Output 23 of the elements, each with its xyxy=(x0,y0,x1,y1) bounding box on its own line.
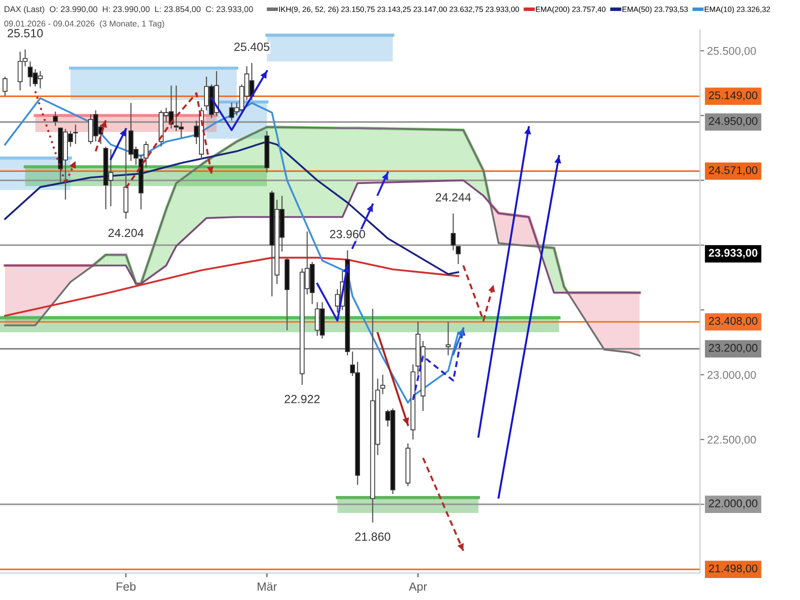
ref-line-label: 23.200,00 xyxy=(708,344,758,354)
x-tick-label: Apr xyxy=(408,582,427,594)
ref-line-label: 23.408,00 xyxy=(708,316,758,326)
ref-line-label: 21.498,00 xyxy=(708,564,758,574)
chart-subtitle: 09.01.2026 - 09.04.2026 (3 Monate, 1 Tag) xyxy=(4,20,164,28)
chart-title: DAX (Last) O: 23.990,00 H: 23.990,00 L: 23.854,00 C: 23.933,00 xyxy=(4,6,253,14)
y-tick-label: 25.500,00 xyxy=(708,47,756,56)
annotation: 22.922 xyxy=(284,394,320,404)
text: 23.933,00 xyxy=(708,248,758,258)
x-tick-label: Mär xyxy=(258,582,277,591)
ref-line-label: 24.571,00 xyxy=(708,166,758,176)
x-tick-label: Feb xyxy=(116,582,136,591)
ref-line-label: 24.950,00 xyxy=(708,117,758,126)
ref-line-label: 22.000,00 xyxy=(708,499,758,509)
annotation: 25.405 xyxy=(234,42,270,51)
annotation: 25.510 xyxy=(8,29,43,38)
y-tick-label: 22.500,00 xyxy=(708,436,756,445)
annotation: 24.244 xyxy=(436,193,471,202)
annotation: 24.204 xyxy=(108,228,144,238)
annotation: 23.960 xyxy=(330,230,366,238)
y-tick-label: 23.000,00 xyxy=(708,370,756,380)
ref-line-label: 25.149,00 xyxy=(708,91,758,101)
annotation: 21.860 xyxy=(355,532,390,541)
